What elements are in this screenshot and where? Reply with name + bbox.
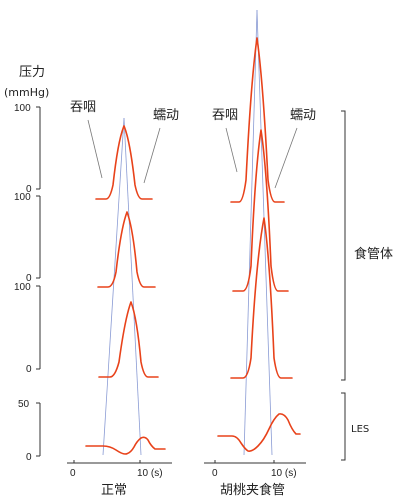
swallow-pointer	[225, 127, 238, 173]
panel-label-normal: 正常	[101, 483, 127, 496]
y-axis-title: 压力	[19, 65, 45, 80]
nutcracker-body-trace-2	[232, 129, 289, 292]
swallow-label: 吞咽	[70, 100, 96, 115]
nutcracker-body-trace-3	[230, 217, 293, 379]
body-axis-1	[36, 106, 41, 190]
segment-brackets	[341, 110, 346, 461]
peristalsis-label: 蠕动	[290, 108, 316, 123]
tick-0: 0	[26, 364, 32, 375]
tick-50: 50	[18, 399, 30, 410]
nutcracker-body-trace-1	[230, 37, 285, 203]
segment-label-body: 食管体	[354, 246, 393, 262]
normal-x-axis	[67, 460, 172, 464]
x-axes	[67, 460, 306, 464]
normal-body-trace-1	[95, 125, 153, 200]
swallow-pointer	[87, 119, 103, 179]
guide-line-peristalsis	[123, 117, 142, 456]
guide-line-swallow	[102, 117, 125, 456]
tick-0: 0	[26, 184, 32, 195]
normal-traces	[85, 125, 166, 455]
panel-label-nutcracker: 胡桃夹食管	[220, 482, 285, 496]
segment-label-les: LES	[351, 424, 369, 435]
peristalsis-label: 蠕动	[153, 108, 179, 123]
nutcracker-les-trace	[217, 413, 301, 452]
x-tick-0: 0	[212, 468, 218, 479]
body-bracket	[341, 110, 346, 381]
normal-body-trace-2	[97, 211, 156, 288]
tick-100: 100	[14, 103, 31, 114]
x-tick-0: 0	[70, 468, 76, 479]
normal-les-trace	[85, 436, 166, 455]
tick-0: 0	[26, 452, 32, 463]
left-axes	[36, 106, 41, 457]
les-bracket	[341, 392, 346, 461]
x-tick-10: 10 (s)	[271, 468, 297, 479]
tick-100: 100	[14, 192, 31, 203]
nutcracker-x-axis	[204, 460, 306, 464]
body-axis-3	[36, 285, 41, 370]
x-tick-10: 10 (s)	[137, 468, 163, 479]
peristalsis-pointer	[143, 127, 161, 184]
guide-line-swallow	[243, 9, 258, 456]
body-axis-2	[36, 195, 41, 279]
les-axis	[36, 402, 41, 457]
nutcracker-traces	[217, 37, 301, 452]
y-axis-unit: (mmHg)	[4, 86, 49, 99]
tick-100: 100	[14, 282, 31, 293]
peristalsis-pointer	[274, 127, 298, 189]
normal-body-trace-3	[98, 301, 159, 378]
tick-0: 0	[26, 273, 32, 284]
guide-line-peristalsis	[256, 9, 273, 456]
swallow-label: 吞咽	[212, 108, 238, 123]
guide-lines	[102, 9, 273, 456]
